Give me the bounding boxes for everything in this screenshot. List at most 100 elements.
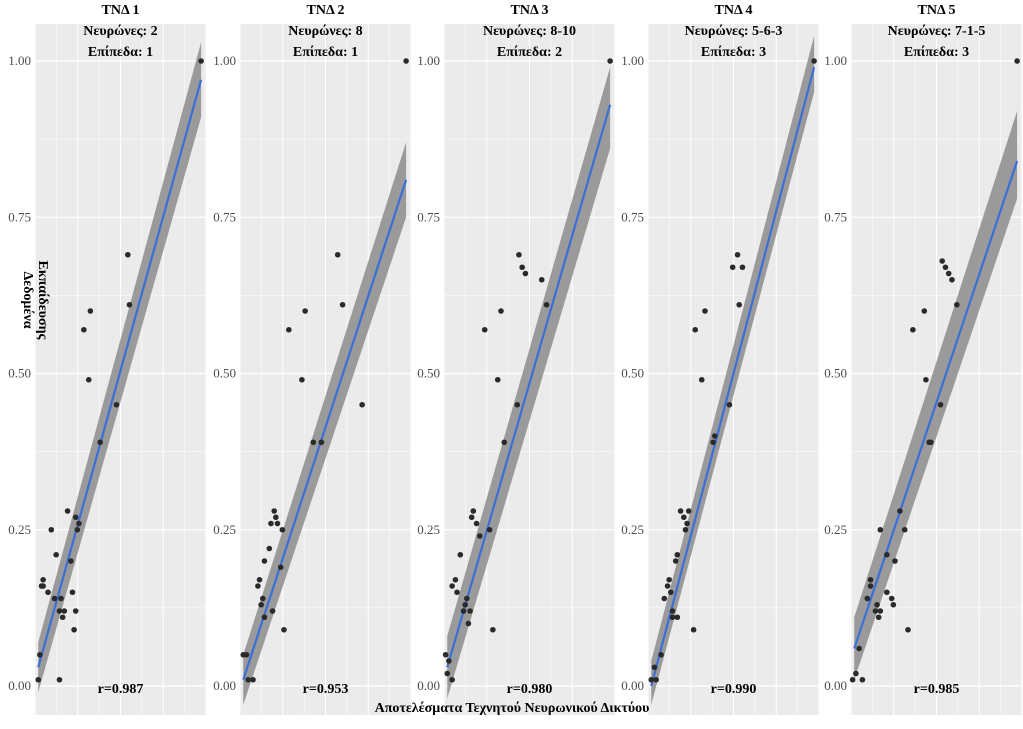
y-tick-label: 0.75 — [213, 209, 236, 224]
y-tick-label: 0.25 — [8, 522, 31, 537]
panel-title-line: Επίπεδα: 2 — [497, 45, 562, 60]
panel-3: 0.00 0.25 0.50 0.75 1.00 ΤΝΔ 3 Νευρώνες: 8-10 Ε… — [417, 3, 616, 715]
data-point — [884, 551, 890, 558]
y-tick-label: 0.50 — [213, 366, 236, 381]
y-tick-label: 0.00 — [824, 678, 847, 693]
data-point — [942, 264, 949, 271]
correlation-label: r=0.953 — [303, 682, 349, 697]
data-point — [74, 526, 81, 533]
data-point — [669, 608, 676, 614]
data-point — [302, 308, 308, 314]
data-point — [692, 326, 699, 333]
data-point — [457, 551, 464, 558]
data-point — [514, 401, 521, 408]
panel-title-line: Επίπεδα: 1 — [293, 45, 358, 60]
data-point — [48, 526, 55, 533]
data-point — [299, 376, 305, 383]
y-axis-title: Εκπαίδευσης — [35, 261, 50, 341]
data-point — [444, 670, 451, 677]
data-point — [454, 589, 460, 596]
data-point — [519, 264, 525, 271]
data-point — [260, 595, 266, 602]
y-tick-label: 0.50 — [8, 366, 31, 381]
data-point — [923, 376, 929, 383]
data-point — [658, 651, 664, 658]
data-point — [334, 251, 341, 258]
data-point — [490, 626, 496, 633]
data-point — [69, 589, 76, 596]
data-point — [698, 376, 705, 383]
panel-title-line: Νευρώνες: 2 — [83, 24, 157, 39]
panel-title-line: ΤΝΔ 4 — [715, 3, 753, 18]
y-tick-label: 0.75 — [621, 209, 644, 224]
data-point — [273, 514, 279, 521]
data-point — [910, 326, 916, 333]
data-point — [954, 301, 960, 308]
data-point — [258, 601, 264, 608]
data-point — [40, 583, 46, 589]
data-point — [126, 301, 133, 308]
confidence-band — [651, 36, 815, 705]
data-point — [72, 514, 79, 521]
panel-title-line: Νευρώνες: 8-10 — [483, 24, 576, 39]
data-point — [494, 376, 501, 383]
data-point — [875, 614, 882, 621]
data-point — [937, 401, 944, 408]
y-tick-label: 1.00 — [621, 53, 644, 68]
data-point — [888, 595, 895, 602]
correlation-label: r=0.985 — [914, 682, 960, 697]
data-point — [87, 308, 94, 314]
y-tick-label: 0.25 — [621, 522, 644, 537]
data-point — [359, 401, 365, 408]
y-tick-label: 0.75 — [824, 209, 847, 224]
data-point — [668, 589, 674, 596]
data-point — [674, 614, 681, 621]
data-point — [711, 433, 718, 439]
x-axis-title: Αποτελέσματα Τεχνητού Νευρωνικού Δικτύου — [375, 701, 650, 716]
data-point — [40, 576, 46, 583]
data-point — [672, 558, 679, 564]
data-point — [51, 595, 58, 602]
panel-2: 0.00 0.25 0.50 0.75 1.00 ΤΝΔ 2 Νευρώνες: 8 Επίπ… — [213, 3, 412, 715]
data-point — [113, 401, 120, 408]
data-point — [884, 589, 890, 596]
data-point — [853, 670, 859, 677]
data-point — [339, 301, 346, 308]
data-point — [486, 526, 493, 533]
data-point — [35, 676, 42, 683]
data-point — [945, 270, 952, 277]
data-point — [266, 545, 273, 552]
panel-title-line: Νευρώνες: 8 — [288, 24, 362, 39]
data-point — [890, 601, 897, 608]
data-point — [661, 595, 668, 602]
data-point — [53, 551, 59, 558]
data-point — [501, 439, 508, 446]
data-point — [648, 676, 655, 683]
data-point — [901, 526, 908, 533]
data-point — [864, 595, 871, 602]
y-tick-label: 1.00 — [213, 53, 236, 68]
data-point — [465, 620, 472, 627]
regression-line — [242, 179, 408, 681]
panel-5: 0.00 0.25 0.50 0.75 1.00 ΤΝΔ 5 Νευρώνες: 7-1-5… — [824, 3, 1023, 715]
correlation-label: r=0.980 — [507, 682, 553, 697]
panel-title-line: Επίπεδα: 3 — [701, 45, 766, 60]
data-point — [607, 58, 613, 64]
y-tick-label: 0.00 — [213, 678, 236, 693]
data-point — [682, 526, 689, 533]
y-tick-label: 0.50 — [417, 366, 440, 381]
regression-line — [650, 66, 816, 687]
data-point — [473, 520, 480, 527]
data-point — [464, 595, 470, 602]
data-point — [76, 520, 82, 527]
data-point — [449, 583, 455, 589]
data-point — [198, 58, 204, 64]
confidence-band — [854, 111, 1018, 680]
data-point — [460, 608, 467, 614]
data-point — [811, 58, 817, 64]
regression-line — [446, 104, 612, 668]
y-tick-label: 0.25 — [824, 522, 847, 537]
data-point — [874, 601, 880, 608]
